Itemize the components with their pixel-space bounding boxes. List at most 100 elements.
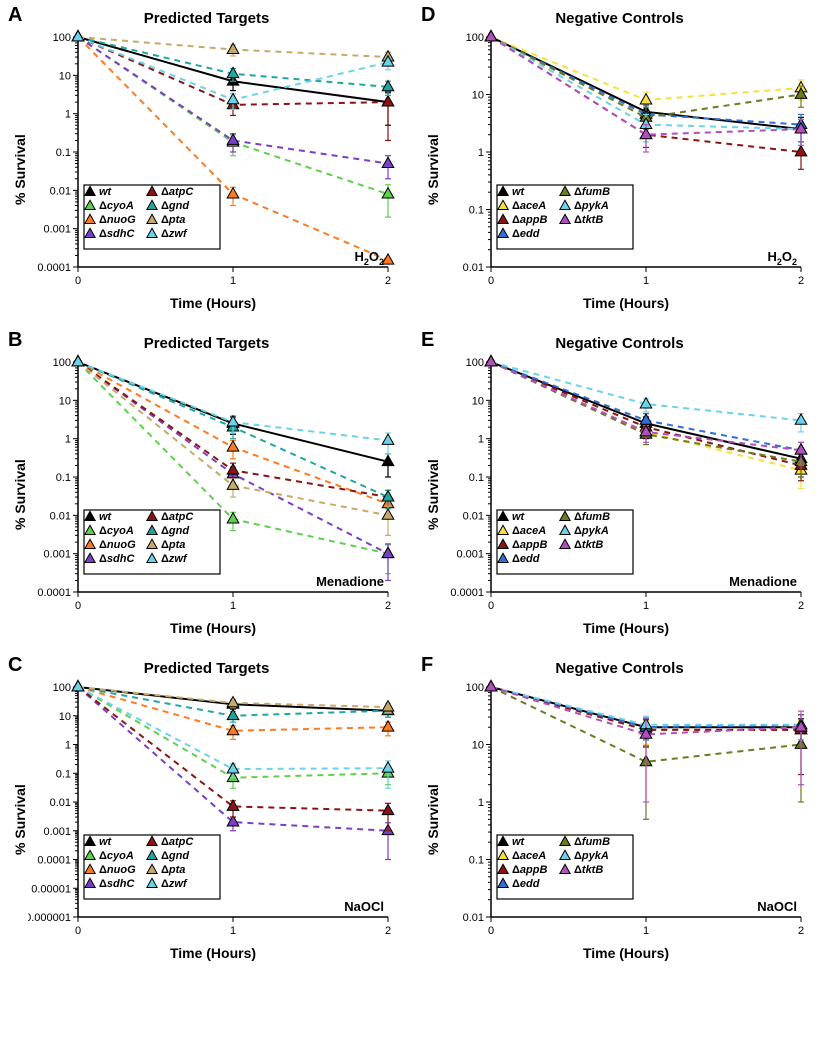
svg-text:ΔaceA: ΔaceA bbox=[512, 200, 546, 212]
svg-text:ΔtktB: ΔtktB bbox=[574, 539, 603, 551]
svg-text:ΔfumB: ΔfumB bbox=[574, 511, 610, 523]
panel-title: Predicted Targets bbox=[10, 10, 403, 27]
svg-text:NaOCl: NaOCl bbox=[344, 899, 384, 914]
svg-text:Δpta: Δpta bbox=[161, 214, 185, 226]
svg-text:ΔfumB: ΔfumB bbox=[574, 836, 610, 848]
svg-text:10: 10 bbox=[59, 70, 71, 82]
svg-text:1: 1 bbox=[478, 434, 484, 446]
svg-text:ΔaceA: ΔaceA bbox=[512, 525, 546, 537]
svg-text:Δpta: Δpta bbox=[161, 539, 185, 551]
svg-text:1: 1 bbox=[643, 275, 649, 287]
svg-text:ΔappB: ΔappB bbox=[512, 214, 547, 226]
x-axis-label: Time (Hours) bbox=[441, 620, 811, 636]
svg-text:ΔnuoG: ΔnuoG bbox=[99, 539, 136, 551]
svg-text:ΔatpC: ΔatpC bbox=[161, 836, 194, 848]
svg-text:1: 1 bbox=[65, 109, 71, 121]
panel-letter-A: A bbox=[8, 4, 22, 27]
svg-text:10: 10 bbox=[59, 711, 71, 723]
svg-text:Δzwf: Δzwf bbox=[161, 878, 188, 890]
svg-text:10: 10 bbox=[472, 395, 484, 407]
svg-text:Δzwf: Δzwf bbox=[161, 553, 188, 565]
svg-text:0.000001: 0.000001 bbox=[28, 912, 71, 924]
svg-text:1: 1 bbox=[478, 797, 484, 809]
svg-text:0.01: 0.01 bbox=[463, 912, 484, 924]
svg-text:1: 1 bbox=[478, 147, 484, 159]
svg-text:100: 100 bbox=[466, 357, 484, 369]
svg-text:0: 0 bbox=[488, 275, 494, 287]
svg-text:1: 1 bbox=[643, 925, 649, 937]
svg-text:10: 10 bbox=[59, 395, 71, 407]
panel-letter-E: E bbox=[421, 329, 434, 352]
panel-C: C Predicted Targets % Survival 1001010.1… bbox=[10, 660, 403, 961]
x-axis-label: Time (Hours) bbox=[441, 295, 811, 311]
svg-text:100: 100 bbox=[53, 682, 71, 694]
svg-text:0.01: 0.01 bbox=[463, 262, 484, 274]
svg-text:0.00001: 0.00001 bbox=[31, 883, 71, 895]
x-axis-label: Time (Hours) bbox=[28, 945, 398, 961]
svg-text:Menadione: Menadione bbox=[729, 574, 797, 589]
svg-text:ΔcyoA: ΔcyoA bbox=[99, 525, 134, 537]
svg-text:1: 1 bbox=[643, 600, 649, 612]
svg-text:wt: wt bbox=[512, 186, 526, 198]
svg-text:10: 10 bbox=[472, 90, 484, 102]
panel-title: Predicted Targets bbox=[10, 660, 403, 677]
svg-text:ΔnuoG: ΔnuoG bbox=[99, 214, 136, 226]
svg-text:100: 100 bbox=[53, 32, 71, 44]
y-axis-label: % Survival bbox=[10, 354, 28, 636]
svg-text:Δedd: Δedd bbox=[512, 228, 540, 240]
svg-text:100: 100 bbox=[466, 32, 484, 44]
svg-text:0.0001: 0.0001 bbox=[37, 587, 71, 599]
svg-text:0.1: 0.1 bbox=[469, 205, 484, 217]
svg-text:0.01: 0.01 bbox=[50, 185, 71, 197]
svg-text:wt: wt bbox=[512, 836, 526, 848]
svg-text:Δgnd: Δgnd bbox=[161, 200, 189, 212]
svg-text:ΔatpC: ΔatpC bbox=[161, 511, 194, 523]
svg-text:ΔaceA: ΔaceA bbox=[512, 850, 546, 862]
svg-text:0.0001: 0.0001 bbox=[37, 855, 71, 867]
panel-letter-D: D bbox=[421, 4, 435, 27]
svg-text:0.001: 0.001 bbox=[43, 826, 71, 838]
svg-text:100: 100 bbox=[466, 682, 484, 694]
svg-text:0.0001: 0.0001 bbox=[37, 262, 71, 274]
svg-text:ΔpykA: ΔpykA bbox=[574, 525, 609, 537]
svg-text:2: 2 bbox=[798, 925, 804, 937]
chart-E: 1001010.10.010.0010.0001012wtΔaceAΔappBΔ… bbox=[441, 354, 811, 618]
svg-text:1: 1 bbox=[230, 925, 236, 937]
panel-B: B Predicted Targets % Survival 1001010.1… bbox=[10, 335, 403, 636]
svg-text:ΔatpC: ΔatpC bbox=[161, 186, 194, 198]
svg-text:Δedd: Δedd bbox=[512, 878, 540, 890]
svg-text:Δgnd: Δgnd bbox=[161, 525, 189, 537]
panel-grid: A Predicted Targets % Survival 1001010.1… bbox=[10, 10, 816, 961]
x-axis-label: Time (Hours) bbox=[441, 945, 811, 961]
panel-title: Negative Controls bbox=[423, 10, 816, 27]
svg-text:ΔnuoG: ΔnuoG bbox=[99, 864, 136, 876]
svg-text:1: 1 bbox=[65, 740, 71, 752]
svg-text:0.01: 0.01 bbox=[463, 510, 484, 522]
panel-E: E Negative Controls % Survival 1001010.1… bbox=[423, 335, 816, 636]
chart-D: 1001010.10.01012wtΔaceAΔappBΔeddΔfumBΔpy… bbox=[441, 29, 811, 293]
svg-text:ΔtktB: ΔtktB bbox=[574, 214, 603, 226]
svg-text:ΔcyoA: ΔcyoA bbox=[99, 850, 134, 862]
svg-text:0.1: 0.1 bbox=[469, 855, 484, 867]
svg-text:2: 2 bbox=[385, 925, 391, 937]
svg-text:0.001: 0.001 bbox=[456, 549, 484, 561]
svg-text:1: 1 bbox=[230, 275, 236, 287]
panel-letter-B: B bbox=[8, 329, 22, 352]
panel-letter-C: C bbox=[8, 654, 22, 677]
chart-A: 1001010.10.010.0010.0001012wtΔcyoAΔnuoGΔ… bbox=[28, 29, 398, 293]
panel-A: A Predicted Targets % Survival 1001010.1… bbox=[10, 10, 403, 311]
svg-text:100: 100 bbox=[53, 357, 71, 369]
svg-text:ΔsdhC: ΔsdhC bbox=[99, 878, 135, 890]
svg-text:0.0001: 0.0001 bbox=[450, 587, 484, 599]
svg-text:Δpta: Δpta bbox=[161, 864, 185, 876]
svg-text:2: 2 bbox=[385, 275, 391, 287]
y-axis-label: % Survival bbox=[423, 354, 441, 636]
svg-text:wt: wt bbox=[99, 511, 113, 523]
svg-text:0.1: 0.1 bbox=[56, 768, 71, 780]
svg-text:H2O2: H2O2 bbox=[354, 249, 384, 267]
x-axis-label: Time (Hours) bbox=[28, 295, 398, 311]
svg-text:ΔpykA: ΔpykA bbox=[574, 850, 609, 862]
y-axis-label: % Survival bbox=[10, 679, 28, 961]
svg-text:ΔpykA: ΔpykA bbox=[574, 200, 609, 212]
y-axis-label: % Survival bbox=[423, 679, 441, 961]
